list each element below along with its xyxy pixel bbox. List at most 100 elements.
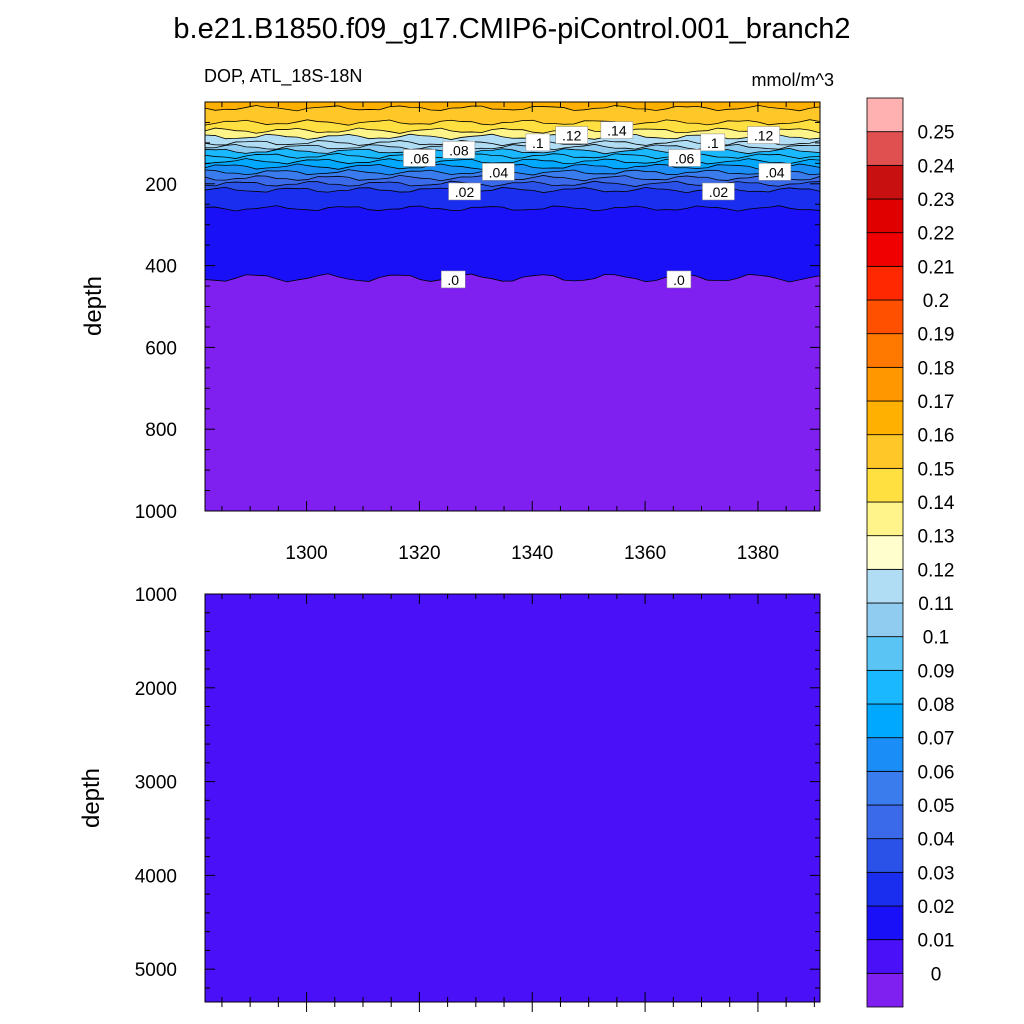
svg-text:.14: .14 xyxy=(607,123,627,139)
upper-y-tick-label: 1000 xyxy=(135,502,177,523)
colorbar-box xyxy=(866,400,904,436)
colorbar-box xyxy=(866,164,904,200)
contour-line xyxy=(204,205,821,212)
contour-label: .1 xyxy=(700,133,726,152)
upper-y-tick-label: 600 xyxy=(145,338,177,359)
colorbar-label: 0.25 xyxy=(918,123,955,144)
colorbar-box xyxy=(866,871,904,907)
colorbar-box xyxy=(866,467,904,503)
lower-plot-frame xyxy=(204,593,821,1003)
svg-text:.1: .1 xyxy=(532,135,544,151)
contour-label: .02 xyxy=(448,182,481,201)
colorbar-label: 0 xyxy=(931,964,942,985)
contour-label: .12 xyxy=(747,126,780,144)
upper-band xyxy=(205,144,820,154)
colorbar-label: 0.18 xyxy=(918,358,955,379)
lower-panel: 1000 2000 3000 4000 5000 depth xyxy=(78,585,821,1012)
colorbar-box xyxy=(866,434,904,469)
colorbar-label: 0.06 xyxy=(918,762,955,783)
upper-band xyxy=(205,175,820,187)
colorbar-box xyxy=(866,939,904,974)
colorbar-box xyxy=(866,568,904,604)
contour-label: .02 xyxy=(702,182,735,201)
colorbar-box xyxy=(866,669,904,705)
contour-label: .0 xyxy=(666,270,692,289)
x-tick-label: 1340 xyxy=(511,543,553,564)
colorbar-box xyxy=(866,737,904,772)
contour-label: .12 xyxy=(555,126,588,144)
colorbar-label: 0.14 xyxy=(918,493,955,514)
units-label: mmol/m^3 xyxy=(752,70,834,90)
contour-label: .1 xyxy=(525,133,551,152)
upper-y-tick-label: 400 xyxy=(145,257,177,278)
lower-y-tick-label: 1000 xyxy=(135,585,177,606)
contour-label: .0 xyxy=(441,270,466,289)
colorbar-box xyxy=(866,636,904,671)
svg-text:.06: .06 xyxy=(675,150,695,166)
svg-text:.02: .02 xyxy=(709,184,729,200)
contour-label: .06 xyxy=(668,149,701,167)
x-tick-label: 1360 xyxy=(624,543,666,564)
x-tick-label: 1300 xyxy=(285,543,327,564)
colorbar-label: 0.16 xyxy=(918,426,955,447)
x-tick-label: 1320 xyxy=(398,543,440,564)
svg-text:.12: .12 xyxy=(562,128,582,144)
svg-text:.0: .0 xyxy=(447,272,459,288)
colorbar-label: 0.23 xyxy=(918,190,955,211)
colorbar-box xyxy=(866,602,904,638)
colorbar-box xyxy=(866,198,904,234)
colorbar-label: 0.12 xyxy=(918,560,955,581)
contour-line xyxy=(204,104,821,112)
chart-subtitle: DOP, ATL_18S-18N xyxy=(204,66,362,87)
svg-text:.04: .04 xyxy=(489,164,509,180)
colorbar-label: 0.02 xyxy=(918,897,955,918)
colorbar-label: 0.05 xyxy=(918,796,955,817)
colorbar-label: 0.19 xyxy=(918,325,955,346)
colorbar-box xyxy=(866,366,904,402)
upper-band xyxy=(205,105,820,126)
colorbar-label: 0.24 xyxy=(918,156,955,177)
upper-y-tick-label: 800 xyxy=(145,420,177,441)
colorbar-label: 0.13 xyxy=(918,527,955,548)
colorbar-label: 0.17 xyxy=(918,392,955,413)
upper-y-tick-label: 200 xyxy=(145,175,177,196)
contour-label: .08 xyxy=(442,141,476,159)
svg-text:.08: .08 xyxy=(449,142,469,158)
svg-text:.1: .1 xyxy=(707,135,719,151)
upper-panel: .14 .12 .12 .1 .1 .08 .06 .06 .04 .04 .02 .02 .0 .0 2… xyxy=(80,101,821,564)
colorbar-label: 0.07 xyxy=(918,729,955,750)
colorbar-box xyxy=(866,535,904,570)
svg-text:.06: .06 xyxy=(410,150,430,166)
contour-line xyxy=(204,158,821,165)
contour-line xyxy=(204,152,821,160)
colorbar-box xyxy=(866,265,904,301)
lower-y-tick-label: 5000 xyxy=(135,960,177,981)
colorbar-label: 0.04 xyxy=(918,830,955,851)
lower-fill xyxy=(205,594,820,1002)
colorbar-label: 0.22 xyxy=(918,224,955,245)
contour-line xyxy=(204,273,821,283)
upper-band xyxy=(205,205,820,283)
svg-text:.0: .0 xyxy=(673,272,685,288)
colorbar-box xyxy=(866,905,904,941)
contour-label: .04 xyxy=(758,163,792,181)
svg-text:.04: .04 xyxy=(765,164,785,180)
lower-y-tick-label: 3000 xyxy=(135,773,177,794)
colorbar-label: 0.11 xyxy=(918,594,954,615)
x-tick-label: 1380 xyxy=(737,543,779,564)
contour-label: .04 xyxy=(482,163,515,181)
svg-text:.12: .12 xyxy=(754,128,774,144)
upper-y-axis-label: depth xyxy=(80,276,107,336)
lower-y-tick-label: 2000 xyxy=(135,679,177,700)
colorbar-box xyxy=(866,838,904,873)
upper-band xyxy=(205,273,820,511)
colorbar-label: 0.2 xyxy=(923,291,949,312)
upper-band xyxy=(205,187,820,212)
colorbar-box xyxy=(866,131,904,166)
colorbar-label: 0.21 xyxy=(918,257,955,278)
colorbar-box xyxy=(866,299,904,335)
colorbar-box xyxy=(866,770,904,806)
colorbar-box xyxy=(866,804,904,840)
colorbar-label: 0.09 xyxy=(918,661,955,682)
